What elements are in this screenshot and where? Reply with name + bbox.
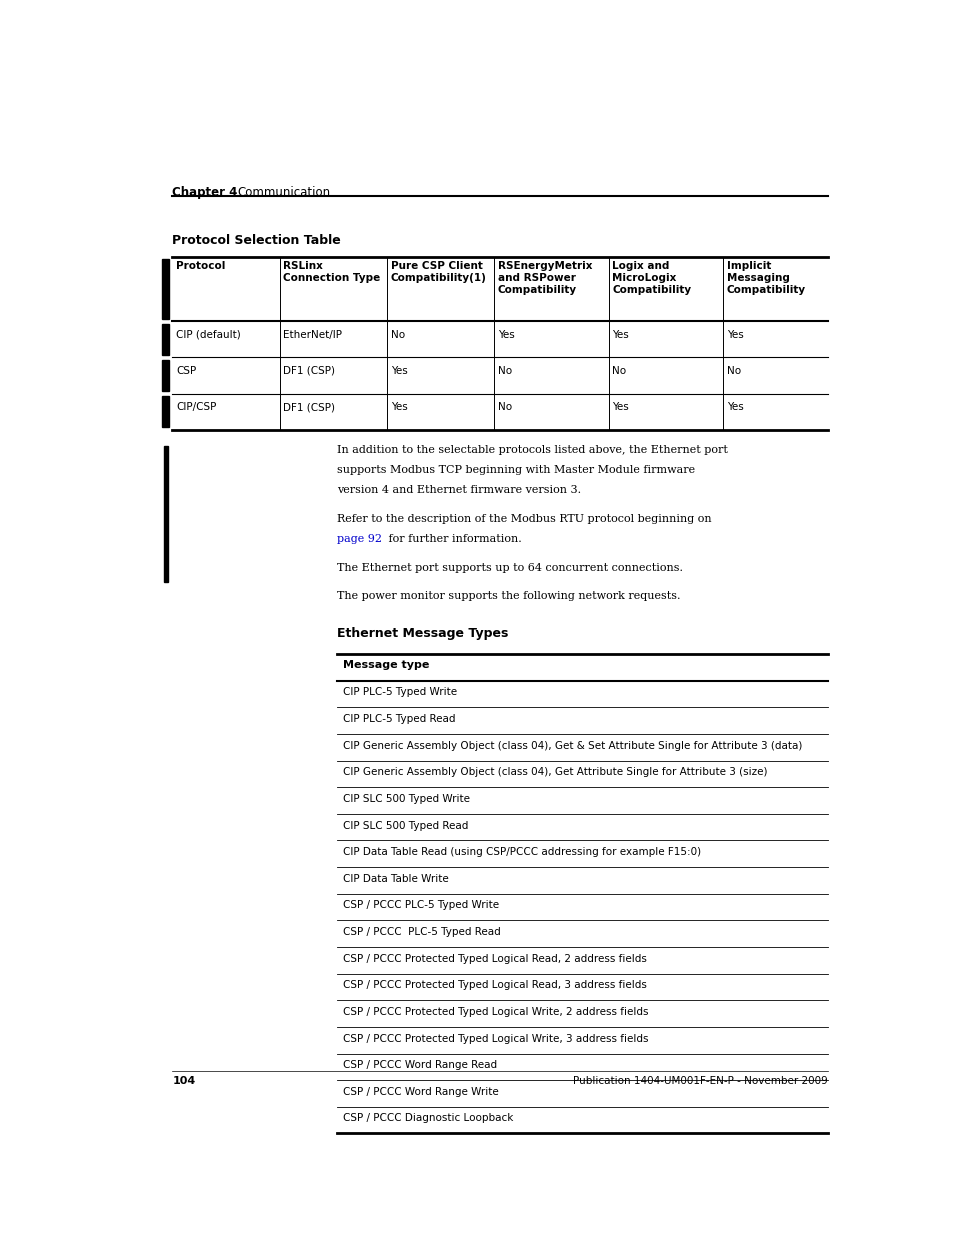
Text: The Ethernet port supports up to 64 concurrent connections.: The Ethernet port supports up to 64 conc… <box>337 563 682 573</box>
Text: CIP/CSP: CIP/CSP <box>176 403 216 412</box>
Text: CIP Data Table Read (using CSP/PCCC addressing for example F15:0): CIP Data Table Read (using CSP/PCCC addr… <box>343 847 700 857</box>
Text: Message type: Message type <box>343 659 429 669</box>
Text: version 4 and Ethernet firmware version 3.: version 4 and Ethernet firmware version … <box>337 485 581 495</box>
Text: No: No <box>726 366 740 375</box>
Text: CIP SLC 500 Typed Read: CIP SLC 500 Typed Read <box>343 820 468 830</box>
Text: Ethernet Message Types: Ethernet Message Types <box>337 627 508 641</box>
Text: CSP / PCCC Word Range Write: CSP / PCCC Word Range Write <box>343 1087 498 1097</box>
Text: CSP / PCCC Word Range Read: CSP / PCCC Word Range Read <box>343 1060 497 1071</box>
Text: DF1 (CSP): DF1 (CSP) <box>283 403 335 412</box>
Text: CIP Generic Assembly Object (class 04), Get Attribute Single for Attribute 3 (si: CIP Generic Assembly Object (class 04), … <box>343 767 767 777</box>
Text: Protocol: Protocol <box>176 262 225 272</box>
Text: RSEnergyMetrix
and RSPower
Compatibility: RSEnergyMetrix and RSPower Compatibility <box>497 262 592 295</box>
Bar <box>162 258 169 320</box>
Text: Yes: Yes <box>390 403 407 412</box>
Text: for further information.: for further information. <box>385 535 521 545</box>
Text: Protocol Selection Table: Protocol Selection Table <box>172 233 341 247</box>
Text: CSP / PCCC Protected Typed Logical Read, 3 address fields: CSP / PCCC Protected Typed Logical Read,… <box>343 981 646 990</box>
Text: CSP / PCCC Protected Typed Logical Read, 2 address fields: CSP / PCCC Protected Typed Logical Read,… <box>343 953 646 963</box>
Text: RSLinx
Connection Type: RSLinx Connection Type <box>283 262 380 283</box>
Text: Yes: Yes <box>726 330 743 340</box>
Text: Yes: Yes <box>612 403 628 412</box>
Text: Yes: Yes <box>612 330 628 340</box>
Text: page 92: page 92 <box>337 535 382 545</box>
Text: No: No <box>497 403 512 412</box>
Text: CIP (default): CIP (default) <box>176 330 241 340</box>
Text: No: No <box>390 330 404 340</box>
Text: The power monitor supports the following network requests.: The power monitor supports the following… <box>337 592 680 601</box>
Text: No: No <box>497 366 512 375</box>
Bar <box>164 446 168 582</box>
Text: CSP / PCCC Protected Typed Logical Write, 3 address fields: CSP / PCCC Protected Typed Logical Write… <box>343 1034 648 1044</box>
Text: CSP / PCCC Diagnostic Loopback: CSP / PCCC Diagnostic Loopback <box>343 1114 513 1124</box>
Text: Yes: Yes <box>497 330 514 340</box>
Text: CIP SLC 500 Typed Write: CIP SLC 500 Typed Write <box>343 794 470 804</box>
Text: CSP / PCCC PLC-5 Typed Write: CSP / PCCC PLC-5 Typed Write <box>343 900 498 910</box>
Text: No: No <box>612 366 626 375</box>
Text: In addition to the selectable protocols listed above, the Ethernet port: In addition to the selectable protocols … <box>337 445 727 454</box>
Bar <box>162 396 169 427</box>
Text: CIP PLC-5 Typed Read: CIP PLC-5 Typed Read <box>343 714 456 724</box>
Text: Publication 1404-UM001F-EN-P - November 2009: Publication 1404-UM001F-EN-P - November … <box>572 1077 826 1087</box>
Text: Communication: Communication <box>237 186 331 199</box>
Text: 104: 104 <box>172 1077 195 1087</box>
Text: Pure CSP Client
Compatibility(1): Pure CSP Client Compatibility(1) <box>390 262 486 283</box>
Bar <box>162 324 169 354</box>
Text: CSP / PCCC  PLC-5 Typed Read: CSP / PCCC PLC-5 Typed Read <box>343 927 500 937</box>
Text: CIP Generic Assembly Object (class 04), Get & Set Attribute Single for Attribute: CIP Generic Assembly Object (class 04), … <box>343 741 801 751</box>
Text: DF1 (CSP): DF1 (CSP) <box>283 366 335 375</box>
Bar <box>162 361 169 390</box>
Text: Yes: Yes <box>390 366 407 375</box>
Text: Logix and
MicroLogix
Compatibility: Logix and MicroLogix Compatibility <box>612 262 691 295</box>
Text: CIP PLC-5 Typed Write: CIP PLC-5 Typed Write <box>343 688 456 698</box>
Text: Yes: Yes <box>726 403 743 412</box>
Text: CIP Data Table Write: CIP Data Table Write <box>343 874 449 884</box>
Text: CSP / PCCC Protected Typed Logical Write, 2 address fields: CSP / PCCC Protected Typed Logical Write… <box>343 1007 648 1016</box>
Text: CSP: CSP <box>176 366 196 375</box>
Text: Chapter 4: Chapter 4 <box>172 186 237 199</box>
Text: supports Modbus TCP beginning with Master Module firmware: supports Modbus TCP beginning with Maste… <box>337 464 695 475</box>
Text: EtherNet/IP: EtherNet/IP <box>283 330 342 340</box>
Text: Refer to the description of the Modbus RTU protocol beginning on: Refer to the description of the Modbus R… <box>337 514 711 525</box>
Text: Implicit
Messaging
Compatibility: Implicit Messaging Compatibility <box>726 262 805 295</box>
